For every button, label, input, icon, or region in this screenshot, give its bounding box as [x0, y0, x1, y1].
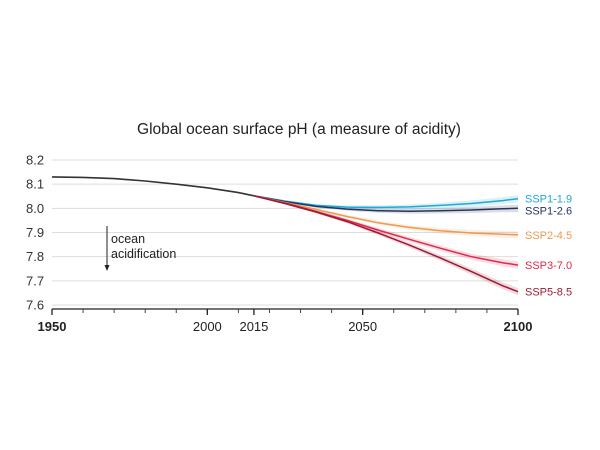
x-axis: 1950 2000 2015 2050 2100 [38, 308, 533, 334]
annotation-line-1: ocean [111, 232, 145, 246]
historical-line [51, 176, 255, 197]
gridlines [52, 159, 518, 306]
annotation-line-2: acidification [111, 247, 176, 261]
series-label-ssp1-1-9: SSP1-1.9 [525, 194, 572, 206]
band-ssp1-2-6 [253, 195, 518, 214]
series-line-ssp1-2-6 [253, 195, 519, 212]
y-tick-label: 8.1 [26, 177, 44, 192]
chart-title: Global ocean surface pH (a measure of ac… [137, 121, 461, 138]
y-tick-label: 7.6 [26, 298, 44, 313]
y-tick-label: 7.9 [26, 225, 44, 240]
ocean-acidification-annotation: ocean acidification [104, 226, 176, 271]
series-lines [51, 176, 519, 293]
y-tick-label: 7.8 [26, 249, 44, 264]
y-tick-label: 8.2 [26, 153, 44, 168]
x-tick-label: 2100 [504, 319, 533, 334]
x-tick-label: 1950 [38, 319, 67, 334]
series-label-ssp1-2-6: SSP1-2.6 [525, 206, 572, 218]
series-label-ssp3-7-0: SSP3-7.0 [525, 260, 572, 272]
series-line-ssp5-8-5 [253, 195, 519, 293]
y-tick-label: 8.0 [26, 201, 44, 216]
y-axis-labels: 7.6 7.7 7.8 7.9 8.0 8.1 8.2 [26, 153, 44, 313]
series-line-ssp2-4-5 [253, 195, 519, 236]
down-arrow-head [104, 265, 110, 271]
x-tick-label: 2000 [193, 319, 222, 334]
x-tick-label: 2015 [239, 319, 268, 334]
series-label-ssp5-8-5: SSP5-8.5 [525, 287, 572, 299]
y-tick-label: 7.7 [26, 273, 44, 288]
series-label-ssp2-4-5: SSP2-4.5 [525, 230, 572, 242]
x-tick-label: 2050 [348, 319, 377, 334]
